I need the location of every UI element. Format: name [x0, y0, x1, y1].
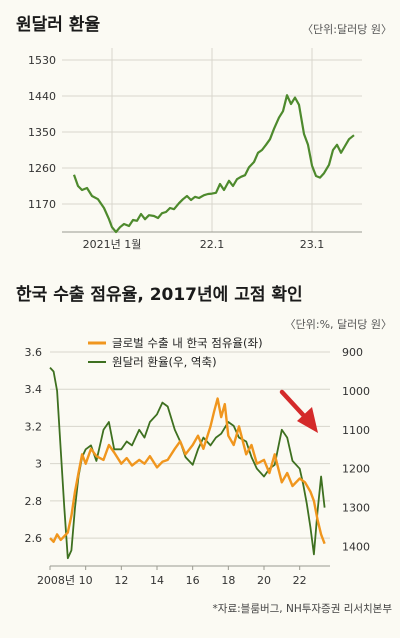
chart1-y-tick-label-1: 1260 [28, 162, 56, 175]
chart1-x-tick-label-0: 2021년 1월 [83, 238, 142, 251]
chart2-share-line [49, 397, 326, 545]
chart2-left-y-tick-label-5: 3.6 [25, 346, 43, 359]
legend-label-share: 글로벌 수출 내 한국 점유율(좌) [112, 336, 263, 350]
chart1-y-tick-label-4: 1530 [28, 54, 56, 67]
chart2-right-y-ticks: 900 1000 1100 1200 1300 1400 [342, 346, 370, 554]
chart2-x-tick-label-1: 10 [79, 574, 93, 587]
chart1-x-ticks: 2021년 1월 22.1 23.1 [83, 238, 325, 251]
chart2-x-tick-label-0: 2008년 [37, 574, 75, 587]
chart1-y-tick-label-2: 1350 [28, 126, 56, 139]
down-arrow-annotation [279, 389, 318, 433]
chart1-y-ticks: 1170 1260 1350 1440 1530 [28, 54, 56, 211]
chart2-legend: 글로벌 수출 내 한국 점유율(좌) 원달러 환율(우, 역축) [88, 336, 263, 369]
arrow-head-icon [297, 407, 318, 433]
chart2-left-y-tick-label-4: 3.4 [25, 383, 43, 396]
chart1-series [72, 94, 355, 234]
chart1-grid [62, 48, 362, 233]
chart2-right-y-tick-label-4: 1300 [342, 502, 370, 515]
chart2-x-tick-label-2: 12 [114, 574, 128, 587]
chart1-title: 원달러 환율 [16, 14, 100, 35]
legend-label-fx: 원달러 환율(우, 역축) [112, 355, 217, 369]
chart2-grid [49, 351, 330, 570]
chart2-title: 한국 수출 점유율, 2017년에 고점 확인 [16, 285, 303, 305]
chart2-right-y-tick-label-0: 900 [342, 346, 363, 359]
chart2-series [49, 366, 326, 560]
chart2-unit-note: 〈단위:%, 달러당 원〉 [285, 318, 392, 331]
chart2-x-tick-label-6: 20 [257, 574, 271, 587]
chart2-right-y-tick-label-2: 1100 [342, 424, 370, 437]
chart2-right-y-tick-label-5: 1400 [342, 541, 370, 554]
chart2-x-tick-label-5: 18 [221, 574, 235, 587]
chart1-fx-line [72, 94, 355, 234]
chart2-x-tick-label-7: 22 [293, 574, 307, 587]
chart2-x-tick-label-3: 14 [150, 574, 164, 587]
chart2-left-y-tick-label-0: 2.6 [25, 532, 43, 545]
source-note: *자료:블룸버그, NH투자증권 리서치본부 [213, 603, 393, 615]
chart1-y-tick-label-3: 1440 [28, 90, 56, 103]
chart2-left-y-tick-label-3: 3.2 [25, 420, 43, 433]
chart2-left-y-tick-label-1: 2.8 [25, 495, 43, 508]
arrow-shaft [279, 389, 309, 421]
chart2-x-ticks: 2008년 10 12 14 16 18 20 22 [37, 574, 307, 587]
chart1-y-tick-label-0: 1170 [28, 198, 56, 211]
chart2-x-tick-label-4: 16 [186, 574, 200, 587]
chart2-left-y-ticks: 2.6 2.8 3 3.2 3.4 3.6 [25, 346, 43, 545]
chart1-x-tick-label-1: 22.1 [200, 238, 225, 251]
chart2-left-y-tick-label-2: 3 [35, 458, 42, 471]
chart1-unit-note: 〈단위:달러당 원〉 [302, 23, 392, 36]
chart1-x-tick-label-2: 23.1 [300, 238, 325, 251]
chart2-right-y-tick-label-1: 1000 [342, 385, 370, 398]
chart2-right-y-tick-label-3: 1200 [342, 463, 370, 476]
